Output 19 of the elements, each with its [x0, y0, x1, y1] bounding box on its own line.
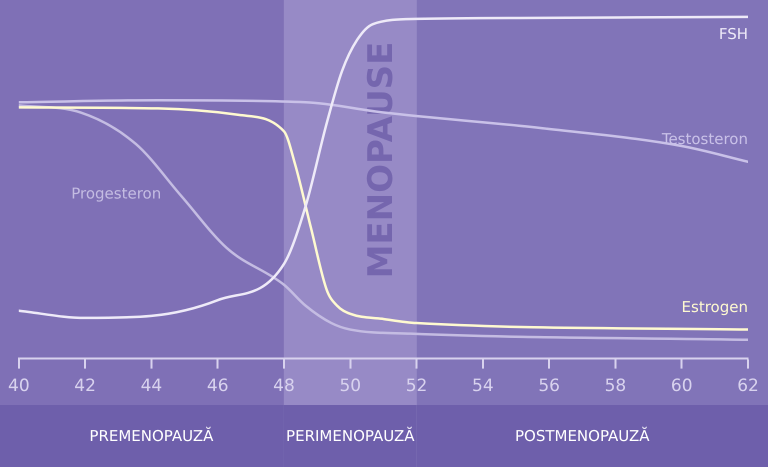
x-tick-label: 44: [140, 376, 162, 396]
x-tick-label: 56: [538, 376, 560, 396]
band-label: PERIMENOPAUZĂ: [286, 426, 416, 445]
x-tick-label: 58: [604, 376, 626, 396]
series-label: Testosteron: [660, 130, 748, 148]
x-tick-label: 40: [8, 376, 30, 396]
x-tick-label: 60: [670, 376, 693, 396]
band-label: POSTMENOPAUZĂ: [514, 426, 650, 445]
series-label: Progesteron: [71, 184, 162, 202]
series-label: Estrogen: [682, 298, 748, 316]
x-tick-label: 42: [74, 376, 96, 396]
x-tick-label: 52: [406, 376, 428, 396]
series-label: FSH: [718, 25, 748, 44]
band-label: PREMENOPAUZĂ: [89, 426, 214, 445]
x-tick-label: 48: [273, 376, 295, 396]
x-tick-label: 62: [737, 376, 759, 396]
x-tick-label: 54: [472, 376, 494, 396]
x-tick-label: 50: [339, 376, 362, 396]
x-tick-label: 46: [206, 376, 229, 396]
